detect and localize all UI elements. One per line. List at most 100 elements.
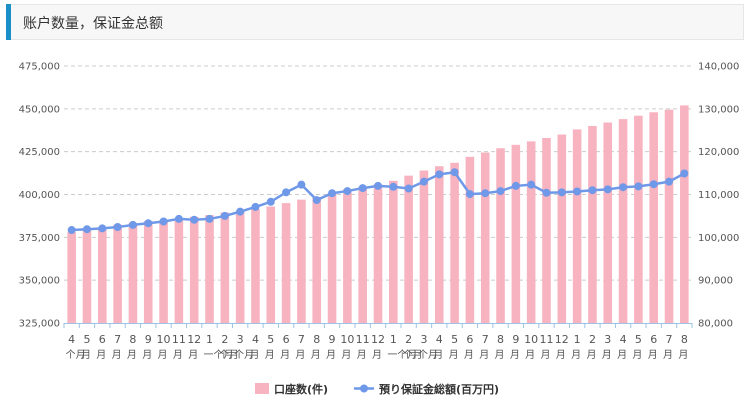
x-tick-label-unit: 月 (540, 349, 550, 361)
line-point (435, 170, 444, 179)
x-tick-label-unit: 月 (112, 349, 122, 361)
x-tick-label-number: 5 (635, 333, 642, 346)
line-point (557, 188, 566, 197)
left-axis-tick-label: 400,000 (19, 190, 60, 201)
bar (128, 222, 138, 323)
line-point (98, 224, 107, 233)
bar (542, 137, 551, 323)
right-axis-tick-label: 100,000 (698, 233, 739, 244)
x-tick-label-unit: 月 (617, 349, 627, 361)
line-point (282, 188, 291, 197)
x-tick-label-number: 5 (267, 333, 274, 346)
x-tick-label-number: 5 (451, 333, 458, 346)
line-point (665, 177, 674, 186)
x-tick-label-number: 8 (129, 333, 136, 346)
x-tick-label-number: 8 (313, 333, 320, 346)
line-point (603, 185, 612, 194)
bar (113, 224, 122, 323)
line-point (634, 182, 643, 191)
bar (159, 220, 168, 323)
x-tick-label-number: 12 (187, 333, 201, 346)
bar (588, 125, 597, 323)
bar (343, 189, 352, 323)
x-tick-label-unit: 月 (525, 349, 535, 361)
x-tick-label-unit: 月 (326, 349, 336, 361)
x-tick-label-unit: 月 (96, 349, 106, 361)
x-tick-label-number: 3 (604, 333, 611, 346)
bar (634, 115, 643, 323)
left-axis-tick-label: 450,000 (19, 104, 60, 115)
line-point (205, 214, 214, 223)
x-tick-label-number: 10 (157, 333, 171, 346)
line-point (542, 188, 551, 197)
bar (358, 186, 367, 323)
line-point (465, 190, 474, 199)
bar (649, 112, 658, 323)
bar (297, 199, 306, 323)
x-tick-label-number: 2 (589, 333, 596, 346)
bar (664, 109, 674, 323)
x-tick-label-unit: 个月 (66, 349, 86, 361)
line-point (511, 181, 520, 190)
x-tick-label-unit: 月 (188, 349, 198, 361)
bar (266, 206, 276, 323)
line-point (82, 225, 91, 234)
left-axis-tick-label: 475,000 (19, 62, 60, 73)
right-axis-tick-label: 140,000 (698, 62, 739, 73)
x-tick-label-unit: 月 (510, 349, 520, 361)
x-tick-label-number: 4 (620, 333, 627, 346)
x-tick-label-unit: 月 (311, 349, 321, 361)
x-tick-label-unit: 个月 (219, 349, 239, 361)
bar (389, 180, 398, 323)
line-point (496, 187, 505, 196)
legend-label-bar: 口座数(件) (274, 382, 328, 396)
x-tick-label-number: 10 (524, 333, 538, 346)
x-tick-label-unit: 月 (158, 349, 168, 361)
left-axis-tick-label: 375,000 (19, 233, 60, 244)
right-axis-tick-label: 80,000 (698, 319, 733, 330)
x-tick-label-number: 9 (329, 333, 336, 346)
line-point (297, 180, 306, 189)
x-tick-label-number: 8 (681, 333, 688, 346)
x-tick-label-number: 9 (512, 333, 519, 346)
line-point (67, 226, 76, 235)
x-tick-label-unit: 月 (142, 349, 152, 361)
chart-title: 账户数量，保证金总额 (23, 16, 163, 32)
x-tick-label-unit: 月 (295, 349, 305, 361)
bar (557, 134, 567, 323)
line-point (144, 219, 153, 228)
legend-swatch-bar (255, 383, 269, 394)
x-tick-label-number: 11 (172, 333, 186, 346)
bar (434, 166, 444, 323)
bar (450, 162, 459, 323)
line-point (190, 215, 199, 224)
header-accent-bar (6, 4, 11, 40)
x-tick-label-unit: 月 (127, 349, 137, 361)
bar (526, 141, 536, 323)
bar (480, 152, 490, 323)
x-tick-label-unit: 月 (433, 349, 443, 361)
x-tick-label-unit: 月 (479, 349, 489, 361)
x-tick-label-unit: 月 (81, 349, 91, 361)
x-tick-label-number: 1 (574, 333, 581, 346)
line-point (419, 177, 428, 186)
line-point (328, 189, 337, 198)
line-point (374, 181, 382, 190)
right-axis-tick-label: 130,000 (698, 104, 739, 115)
x-tick-label-unit: 月 (663, 349, 673, 361)
x-tick-label-number: 9 (145, 333, 152, 346)
x-tick-label-unit: 月 (556, 349, 566, 361)
x-tick-label-unit: 月 (678, 349, 688, 361)
x-tick-label-number: 4 (436, 333, 443, 346)
bar (220, 212, 230, 323)
line-point (251, 202, 260, 211)
x-tick-label-number: 12 (371, 333, 385, 346)
line-point (266, 197, 275, 206)
x-tick-label-unit: 月 (495, 349, 505, 361)
x-tick-label-number: 8 (497, 333, 504, 346)
bar (373, 184, 383, 323)
line-point (481, 189, 490, 198)
x-tick-label-number: 10 (340, 333, 354, 346)
x-tick-label-number: 12 (555, 333, 569, 346)
